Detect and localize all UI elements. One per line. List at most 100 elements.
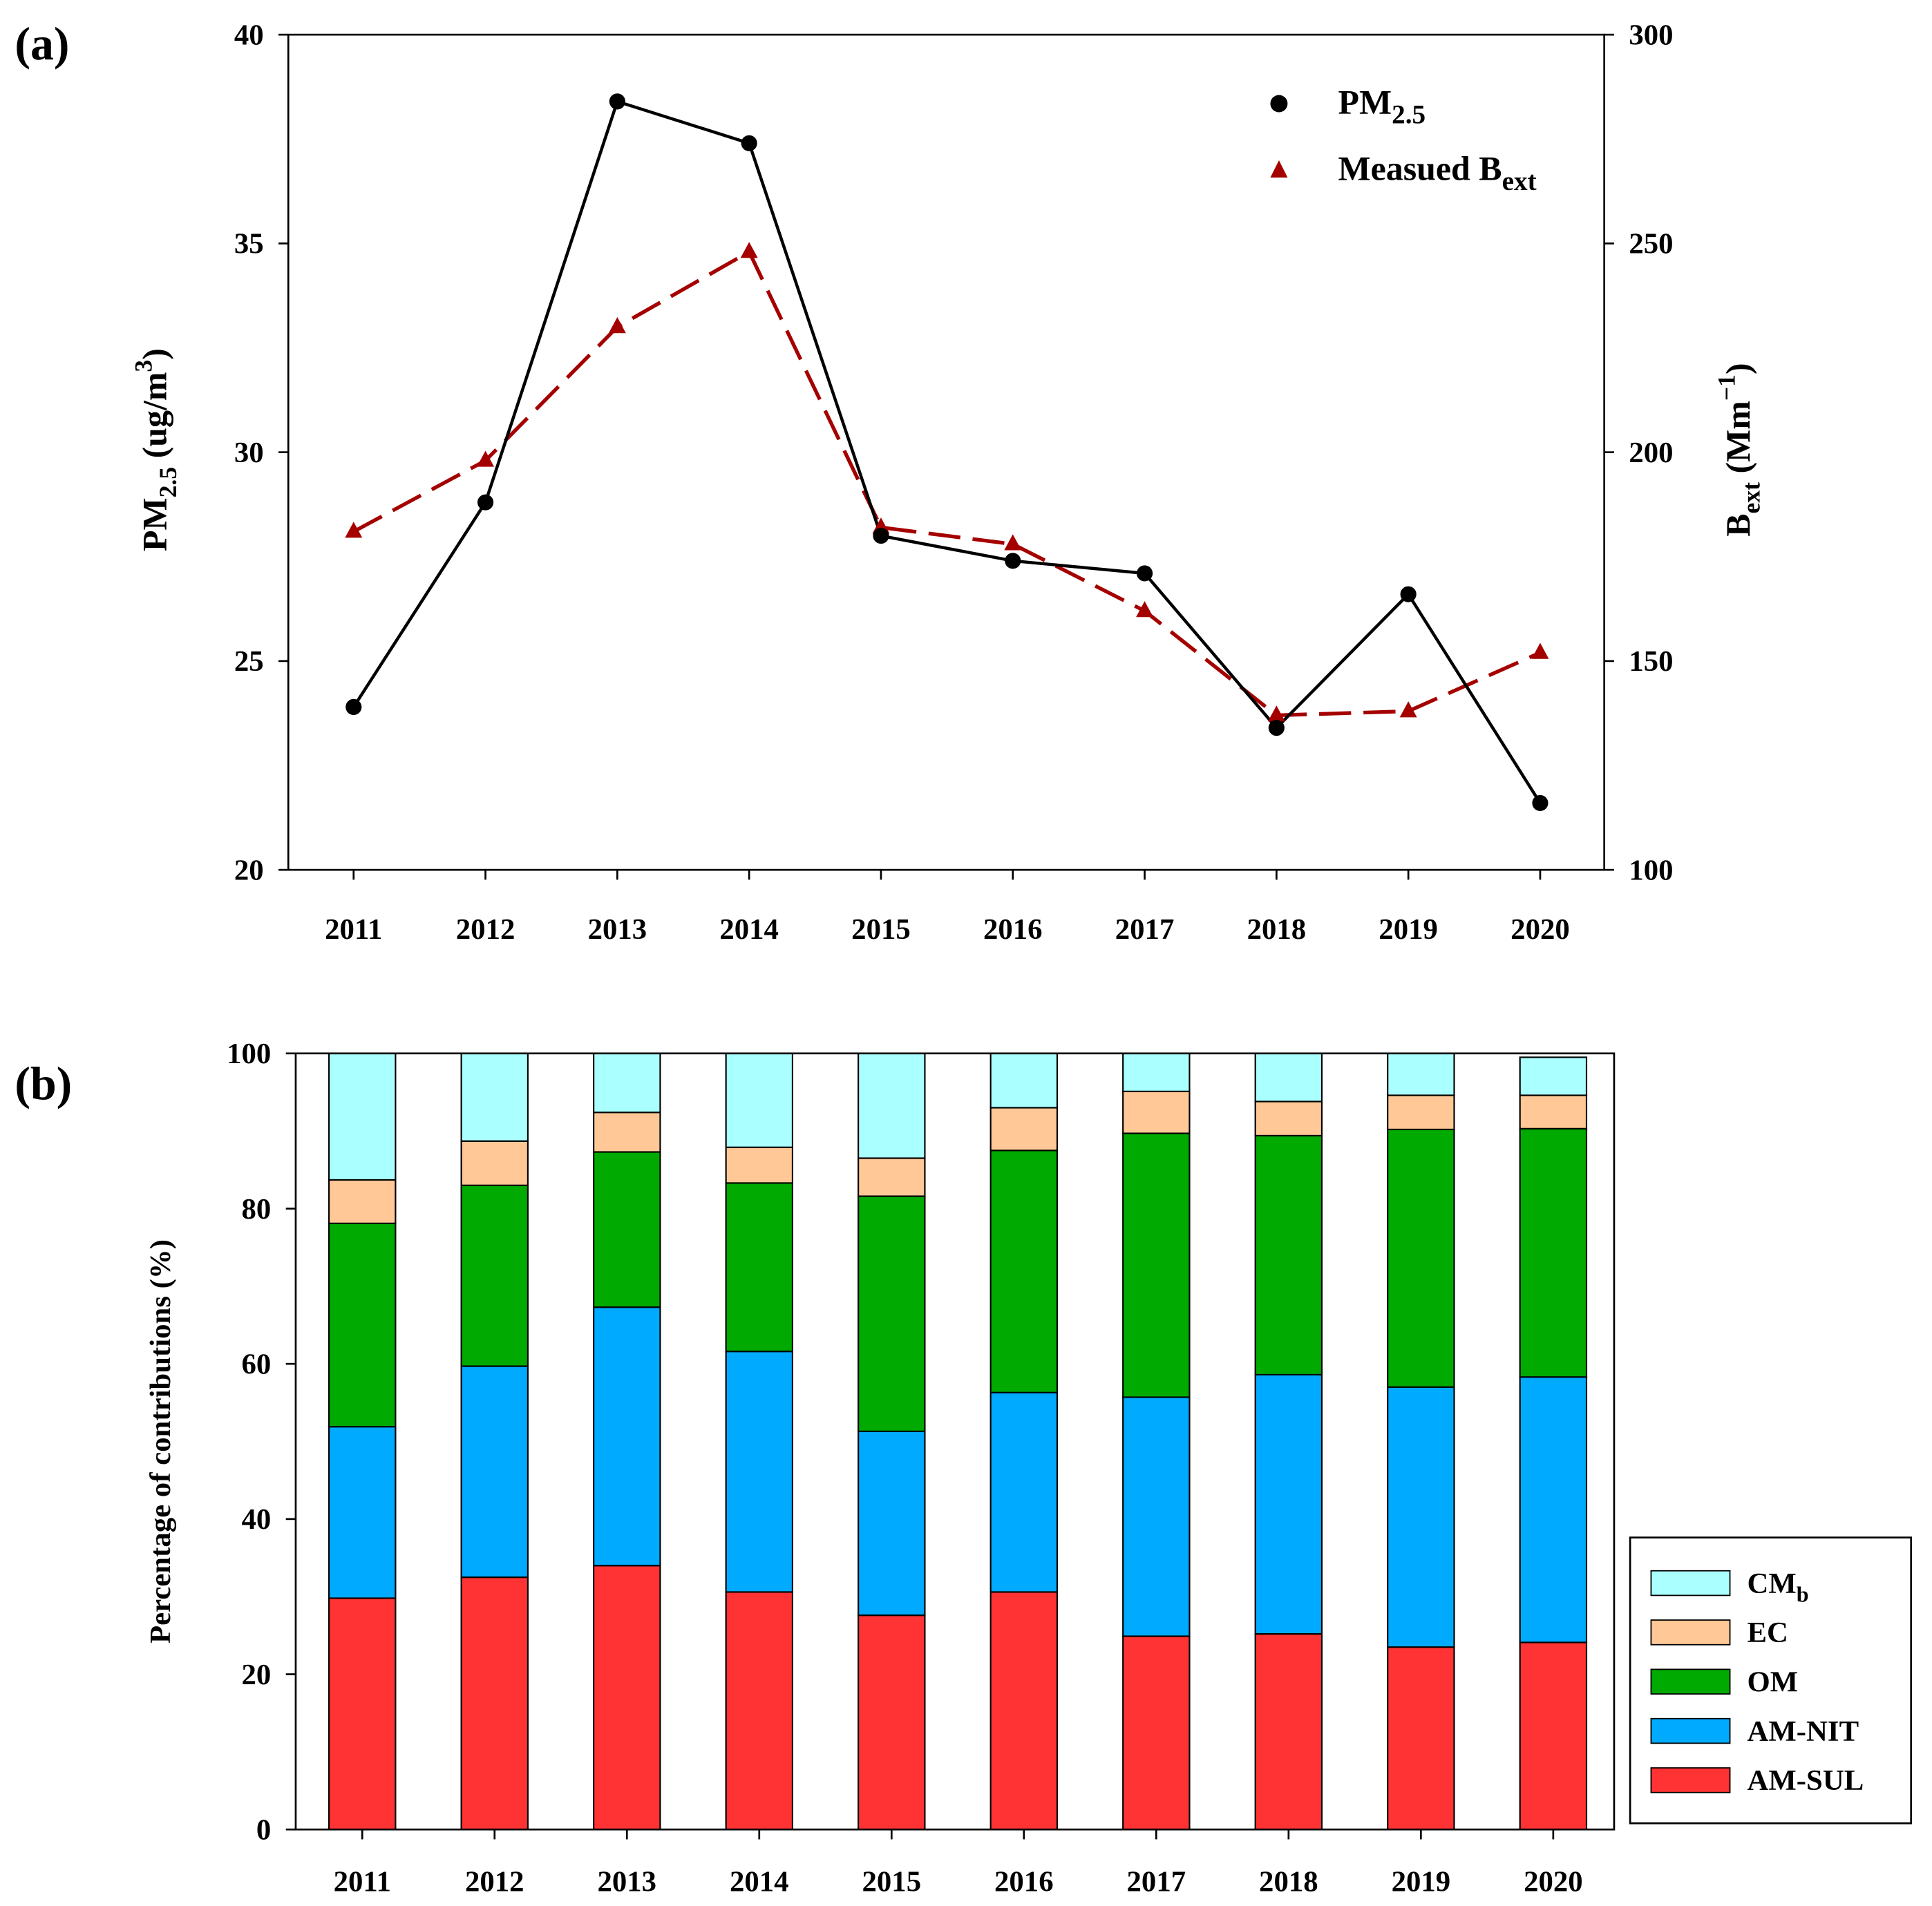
pm25-point [345, 698, 362, 715]
bar-segment-am-sul [1254, 1633, 1323, 1831]
pm25-point [741, 135, 757, 151]
bar-segment-cm [1387, 1052, 1455, 1096]
panel-b-label: (b) [15, 1058, 72, 1109]
x-tick-label: 2016 [994, 1865, 1054, 1898]
bar-segment-am-nit [989, 1391, 1059, 1593]
y-tick-label: 60 [242, 1348, 272, 1380]
bar-segment-am-nit [1254, 1373, 1323, 1635]
legend-swatch-am-sul [1650, 1767, 1731, 1793]
bar-segment-om [1122, 1132, 1191, 1398]
x-tick-label: 2019 [1379, 913, 1438, 946]
bar-segment-ec [1254, 1100, 1323, 1136]
x-tick-label: 2016 [983, 913, 1043, 946]
x-tick-label: 2011 [334, 1865, 391, 1898]
bar-segment-cm [1519, 1056, 1588, 1096]
bext-point [345, 522, 363, 538]
y-axis-label-left: PM2.5 (ug/m3) [129, 348, 182, 551]
x-tick-label: 2014 [719, 913, 779, 946]
bext-point [1004, 534, 1022, 551]
legend-swatch-am-nit [1650, 1717, 1731, 1744]
plot-frame [294, 1052, 1616, 1831]
pm25-point [1136, 565, 1153, 582]
pm25-point [873, 527, 889, 544]
bar-segment-ec [460, 1140, 529, 1186]
bar-chart-panel: 0 20 40 60 80 100 2011 2012 2013 2014 2015 2016 2017… [227, 1038, 1616, 1898]
pm25-point [1400, 586, 1417, 602]
bar-segment-am-sul [593, 1565, 661, 1831]
pm25-point [1532, 794, 1549, 812]
bar-segment-ec [1387, 1094, 1455, 1130]
y-tick-label: 40 [234, 19, 264, 51]
x-tick-label: 2014 [730, 1865, 789, 1898]
x-tick-label: 2018 [1247, 913, 1307, 946]
y-tick-label: 35 [234, 228, 264, 260]
legend-label-om: OM [1748, 1666, 1799, 1699]
x-tick-label: 2018 [1259, 1865, 1318, 1898]
y2-tick-label: 250 [1629, 228, 1673, 260]
bar-segment-om [725, 1182, 794, 1353]
y-axis-label-bar: Percentage of contributions (%) [144, 1239, 177, 1643]
bar-segment-om [989, 1150, 1059, 1393]
bar-segment-am-nit [460, 1365, 529, 1579]
bext-point [608, 317, 626, 334]
bar-segment-cm [725, 1052, 794, 1148]
y-tick-label: 40 [242, 1503, 272, 1536]
bar-segment-am-nit [858, 1430, 926, 1617]
bar-segment-am-nit [328, 1426, 397, 1599]
bar-segment-om [1254, 1134, 1323, 1375]
bar-segment-om [460, 1184, 529, 1367]
bar-segment-am-sul [989, 1591, 1059, 1831]
y-tick-label: 30 [234, 437, 264, 469]
pm25-point [1005, 553, 1021, 569]
bar-segment-am-sul [725, 1591, 794, 1831]
pm25-point [1268, 720, 1285, 736]
bar-segment-cm [858, 1052, 926, 1159]
legend-label-am-nit: AM-NIT [1748, 1715, 1859, 1748]
bar-segment-am-sul [328, 1597, 397, 1831]
legend-label-am-sul: AM-SUL [1748, 1764, 1864, 1797]
bar-segment-am-sul [460, 1576, 529, 1831]
bar-segment-am-nit [1519, 1376, 1588, 1643]
bext-point [1399, 701, 1417, 718]
y-axis-label-right: Bext (Mm−1) [1713, 363, 1765, 536]
bar-segment-om [593, 1151, 661, 1308]
bext-point [477, 450, 495, 467]
y2-tick-label: 300 [1629, 19, 1673, 51]
x-tick-label: 2013 [597, 1865, 656, 1898]
bar-segment-cm [989, 1052, 1059, 1109]
bar-segment-am-nit [725, 1351, 794, 1593]
bar-segment-om [1387, 1128, 1455, 1388]
bar-segment-am-sul [1122, 1635, 1191, 1831]
x-tick-label: 2015 [862, 1865, 922, 1898]
x-tick-label: 2020 [1524, 1865, 1583, 1898]
bar-segment-om [328, 1222, 397, 1428]
bar-segment-om [858, 1195, 926, 1432]
bar-segment-cm [328, 1052, 397, 1181]
x-tick-label: 2017 [1115, 913, 1175, 946]
y2-tick-label: 100 [1629, 854, 1673, 886]
x-tick-label: 2012 [465, 1865, 524, 1898]
bar-segment-cm [593, 1052, 661, 1114]
legend-line: PM2.5 Measued Bext [1270, 83, 1537, 196]
bar-segment-cm [1122, 1052, 1191, 1092]
bext-point [1531, 642, 1549, 659]
bar-segment-am-sul [1519, 1641, 1588, 1831]
legend-swatch-ec [1650, 1619, 1731, 1646]
x-tick-label: 2013 [588, 913, 647, 946]
y-tick-label: 0 [256, 1813, 271, 1846]
x-tick-label: 2019 [1392, 1865, 1451, 1898]
bar-segment-ec [1122, 1090, 1191, 1134]
bar-segment-cm [460, 1052, 529, 1142]
bar-segment-ec [858, 1157, 926, 1197]
pm25-point [477, 494, 494, 511]
legend-label-ec: EC [1748, 1617, 1788, 1649]
x-tick-label: 2020 [1510, 913, 1570, 946]
bar-segment-am-sul [858, 1614, 926, 1831]
bar-segment-ec [725, 1146, 794, 1184]
y-tick-label: 20 [242, 1659, 272, 1691]
bar-segment-am-sul [1387, 1646, 1455, 1831]
legend-marker-bext [1270, 160, 1288, 178]
bext-point [1136, 601, 1154, 618]
